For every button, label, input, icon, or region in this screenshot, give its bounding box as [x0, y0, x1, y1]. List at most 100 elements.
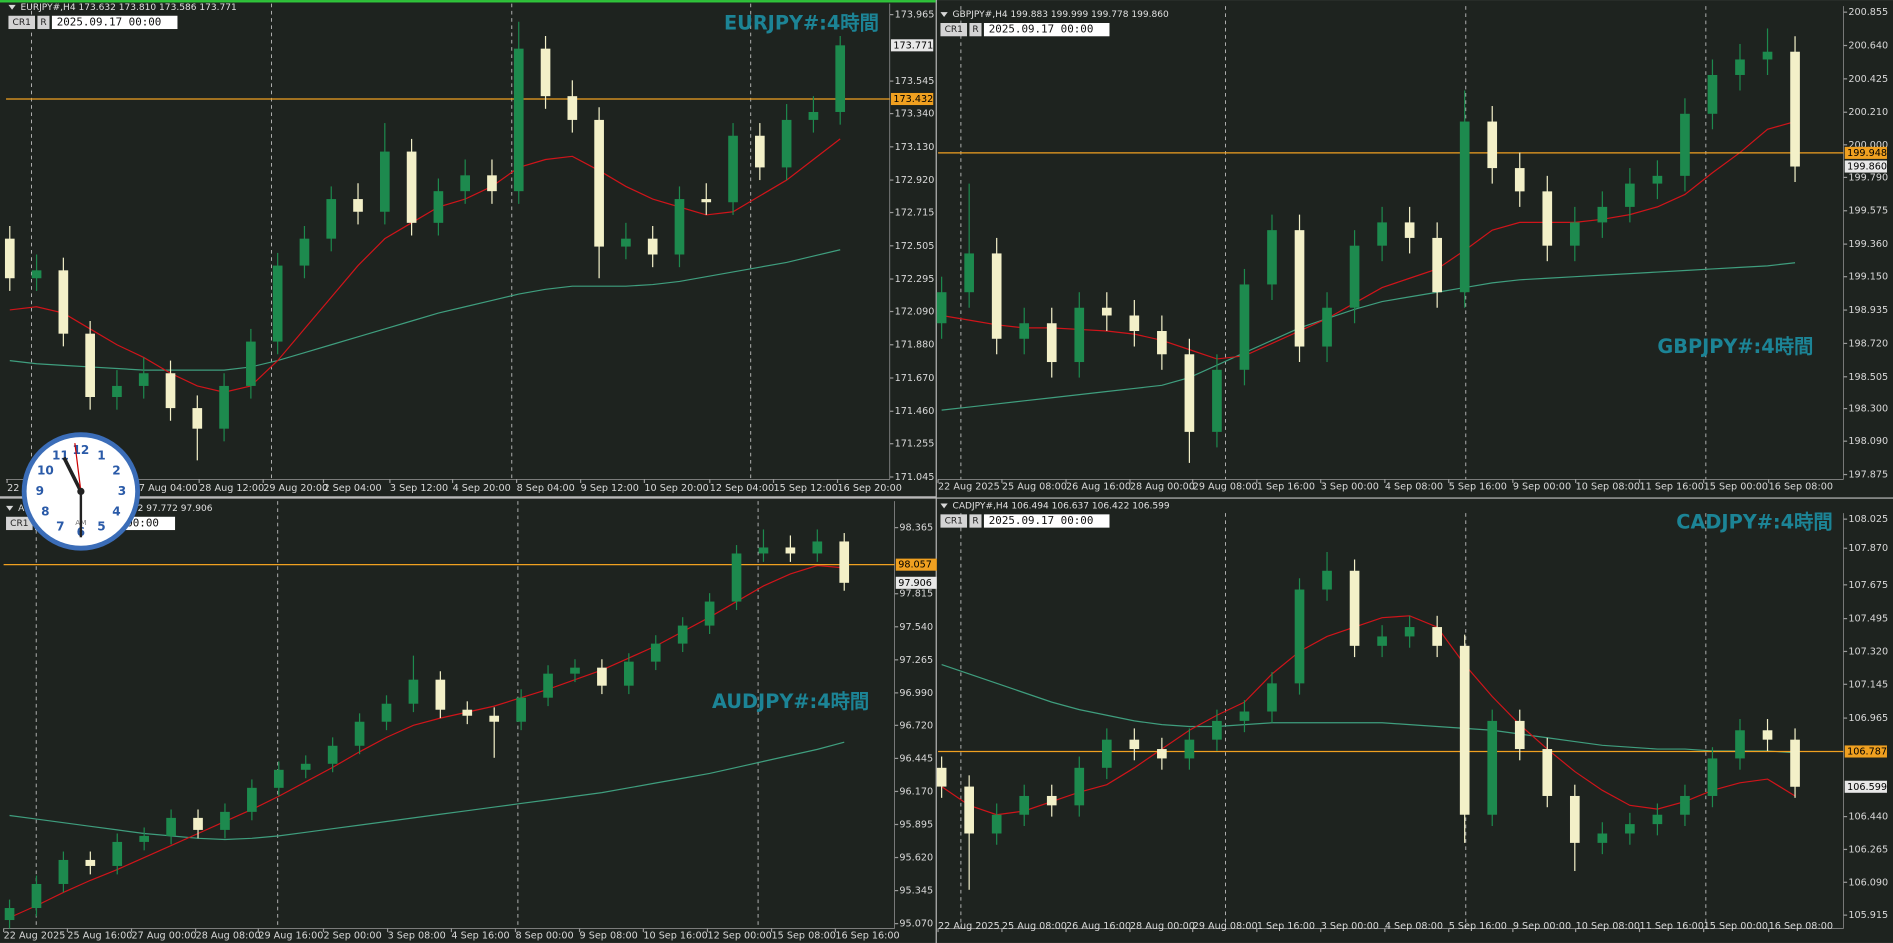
level-price-box [1844, 146, 1887, 159]
candle-body [677, 625, 688, 644]
candle-body [1652, 175, 1663, 184]
x-tick-label: 29 Aug 08:00 [1193, 921, 1258, 932]
clock-numeral: 2 [112, 463, 120, 477]
toolbar-button[interactable] [969, 22, 982, 37]
candle-body [839, 541, 850, 583]
candle-body [1542, 191, 1553, 246]
candle-body [1542, 749, 1553, 796]
candle-body [701, 199, 712, 203]
x-tick-label: 2 Sep 00:00 [323, 931, 381, 942]
last-price-label: 97.906 [898, 578, 932, 589]
clock-pin [77, 487, 85, 496]
candle-body [1074, 767, 1085, 806]
candle-body [1487, 121, 1498, 169]
y-tick-label: 199.360 [1848, 239, 1888, 250]
toolbar-button-label[interactable]: CR1 [13, 18, 31, 28]
toolbar-button-label[interactable]: CR1 [945, 516, 963, 526]
x-tick-label: 22 Aug 2025 [938, 482, 1000, 493]
toolbar-button-label[interactable]: R [40, 18, 47, 28]
candle-body [1707, 74, 1718, 114]
candle-body [1239, 711, 1250, 721]
toolbar-button[interactable] [969, 514, 982, 528]
candle-body [1735, 730, 1745, 759]
toolbar-button-label[interactable]: CR1 [945, 25, 963, 35]
y-tick-label: 97.815 [899, 589, 933, 600]
candle-body [1625, 824, 1635, 834]
toolbar-button[interactable] [6, 516, 33, 531]
y-tick-label: 106.965 [1848, 713, 1888, 724]
x-tick-label: 12 Sep 04:00 [710, 483, 774, 494]
y-tick-label: 96.720 [899, 720, 933, 731]
candle-body [379, 151, 390, 212]
x-tick-label: 28 Aug 00:00 [1130, 921, 1195, 932]
x-tick-label: 25 Aug 08:00 [1002, 921, 1067, 932]
x-tick-label: 10 Sep 08:00 [1576, 482, 1640, 493]
panel-bg [0, 0, 936, 497]
x-tick-label: 16 Sep 20:00 [838, 483, 902, 494]
candle-body [781, 119, 792, 168]
date-box-label: 2025.09.17 00:00 [989, 514, 1094, 527]
y-tick-label: 96.170 [899, 786, 933, 797]
x-tick-label: 16 Sep 08:00 [1769, 921, 1833, 932]
x-tick-label: 16 Sep 08:00 [1769, 482, 1833, 493]
toolbar-button[interactable] [8, 15, 36, 30]
last-price-box [1844, 160, 1887, 173]
toolbar-button-label[interactable]: CR1 [10, 519, 28, 529]
y-tick-label: 198.935 [1848, 305, 1888, 316]
candle-body [808, 111, 819, 120]
candle-body [166, 817, 176, 836]
candle-body [570, 667, 580, 674]
y-tick-label: 95.895 [899, 819, 933, 830]
candle-body [1790, 739, 1800, 787]
toolbar-button-label[interactable]: R [972, 516, 979, 526]
x-tick-label: 26 Aug 16:00 [1066, 482, 1131, 493]
x-tick-label: 2 Sep 04:00 [323, 483, 381, 494]
x-tick-label: 4 Sep 08:00 [1385, 482, 1443, 493]
clock-numeral: 3 [118, 484, 126, 498]
x-tick-label: 27 Aug 00:00 [132, 931, 197, 942]
chart-title: EURJPY#:4時間 [724, 12, 879, 35]
candle-body [462, 709, 473, 716]
x-tick-label: 28 Aug 12:00 [199, 483, 264, 494]
candle-body [1239, 284, 1250, 370]
y-tick-label: 200.000 [1848, 140, 1888, 151]
x-tick-label: 22 Aug 2025 [4, 931, 66, 942]
clock-numeral: 7 [56, 519, 64, 533]
candle-body [594, 119, 604, 247]
last-price-label: 173.771 [893, 40, 933, 51]
candle-body [487, 175, 497, 192]
y-tick-label: 171.045 [895, 472, 935, 483]
candle-body [433, 191, 444, 223]
candle-body [4, 238, 15, 279]
candle-body [991, 814, 1002, 834]
toolbar-button[interactable] [37, 15, 50, 30]
y-tick-label: 108.025 [1848, 514, 1888, 525]
candle-body [1267, 230, 1277, 285]
candle-body [1212, 720, 1222, 740]
candle-body [731, 553, 742, 602]
candle-body [1294, 589, 1305, 684]
y-tick-label: 97.540 [899, 622, 933, 633]
clock-numeral: 10 [37, 463, 54, 477]
candle-body [273, 769, 284, 788]
candle-body [936, 767, 947, 787]
level-price-label: 199.948 [1847, 148, 1887, 159]
toolbar-button[interactable] [940, 514, 968, 528]
header-arrow [8, 4, 16, 10]
y-tick-label: 107.675 [1848, 580, 1888, 591]
last-price-box [890, 39, 934, 52]
candle-body [85, 333, 95, 398]
y-tick-label: 107.870 [1848, 543, 1888, 554]
toolbar-button-label[interactable]: R [972, 25, 979, 35]
y-tick-label: 173.545 [895, 76, 935, 87]
candle-body [408, 679, 419, 704]
candle-body [991, 253, 1002, 339]
x-tick-label: 3 Sep 08:00 [388, 931, 446, 942]
candle-body [1157, 331, 1167, 355]
y-tick-label: 199.575 [1848, 206, 1888, 217]
toolbar-button[interactable] [940, 22, 968, 37]
candle-body [1652, 814, 1663, 825]
candle-body [381, 703, 392, 722]
